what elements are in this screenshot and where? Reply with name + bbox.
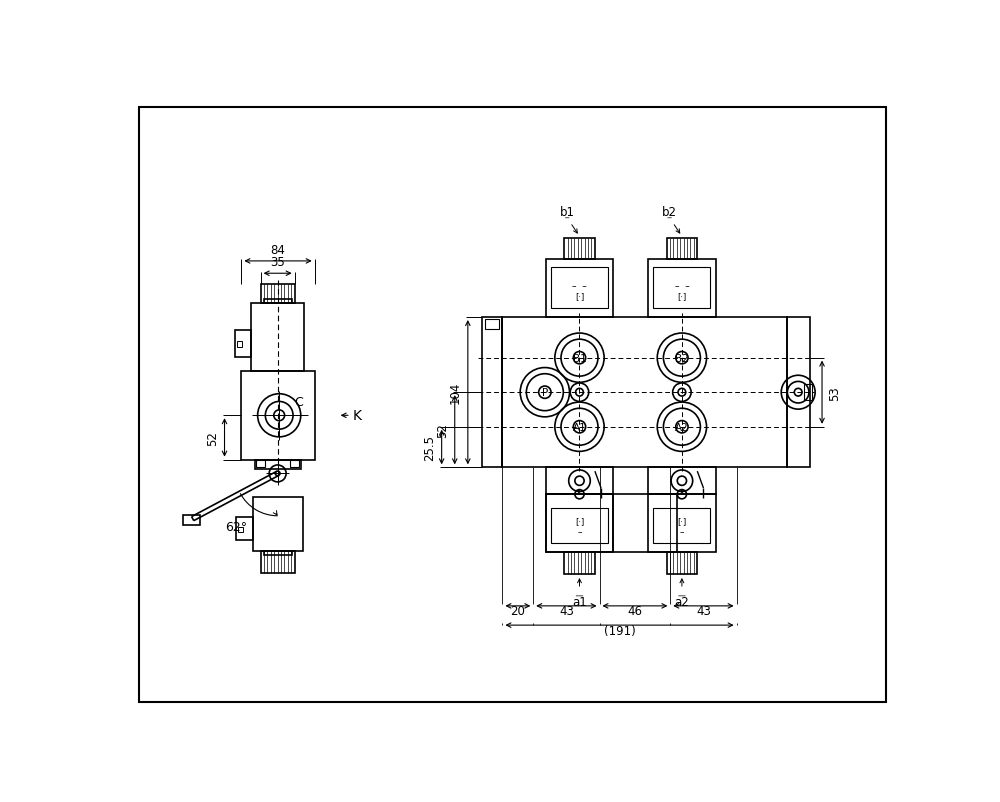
Bar (261, 552, 295, 573)
Text: –: – (680, 528, 684, 537)
Bar (551, 508, 608, 543)
Text: b2: b2 (662, 205, 677, 218)
Text: A1: A1 (573, 422, 586, 432)
Text: 53: 53 (828, 385, 841, 400)
Text: B1: B1 (573, 353, 586, 363)
Text: A2: A2 (675, 422, 689, 432)
Bar (648, 495, 716, 553)
Text: 84: 84 (271, 243, 285, 256)
Bar (261, 285, 295, 304)
Text: 35: 35 (270, 256, 285, 269)
Text: 62°: 62° (225, 520, 247, 533)
Bar (546, 495, 613, 553)
Bar (482, 318, 502, 468)
Text: [·]: [·] (677, 516, 687, 525)
Text: (191): (191) (604, 624, 635, 637)
Bar (253, 498, 303, 552)
Bar (237, 342, 242, 347)
Bar (235, 330, 251, 358)
Bar (251, 304, 304, 371)
Bar (255, 460, 301, 469)
Text: b1: b1 (560, 205, 575, 218)
Text: 25.5: 25.5 (423, 435, 436, 460)
Bar (653, 508, 710, 543)
Text: 46: 46 (627, 605, 642, 618)
Bar (264, 552, 292, 555)
Text: 52: 52 (436, 423, 449, 438)
Text: 43: 43 (559, 605, 574, 618)
Text: –  –: – – (572, 282, 587, 290)
Bar (666, 553, 697, 573)
Bar (502, 318, 787, 468)
Text: B2: B2 (675, 353, 689, 363)
Bar (290, 460, 299, 468)
Bar (241, 371, 315, 460)
Bar (804, 385, 812, 400)
Bar (653, 268, 710, 309)
Text: –  –: – – (675, 282, 689, 290)
Bar (551, 268, 608, 309)
Bar (183, 515, 200, 525)
Text: P: P (542, 387, 548, 398)
Text: 52: 52 (206, 431, 219, 445)
Text: a1: a1 (572, 595, 587, 609)
Bar (485, 319, 499, 330)
Text: a2: a2 (675, 595, 689, 609)
Text: C: C (295, 395, 303, 408)
Text: –: – (577, 528, 582, 537)
Bar (648, 260, 716, 318)
Bar (666, 238, 697, 260)
Text: K: K (353, 409, 362, 423)
Bar (546, 260, 613, 318)
Bar (564, 553, 595, 573)
Bar (238, 527, 243, 533)
Text: [·]: [·] (575, 291, 584, 300)
Bar (648, 468, 716, 495)
Text: [·]: [·] (575, 516, 584, 525)
Bar (546, 468, 613, 495)
Bar (564, 238, 595, 260)
Bar (236, 517, 253, 540)
Text: 43: 43 (696, 605, 711, 618)
Text: [·]: [·] (677, 291, 687, 300)
Bar (256, 460, 265, 468)
Text: 104: 104 (449, 382, 462, 404)
Bar (264, 300, 292, 304)
Bar (787, 318, 810, 468)
Text: 20: 20 (510, 605, 525, 618)
Bar (546, 495, 677, 553)
